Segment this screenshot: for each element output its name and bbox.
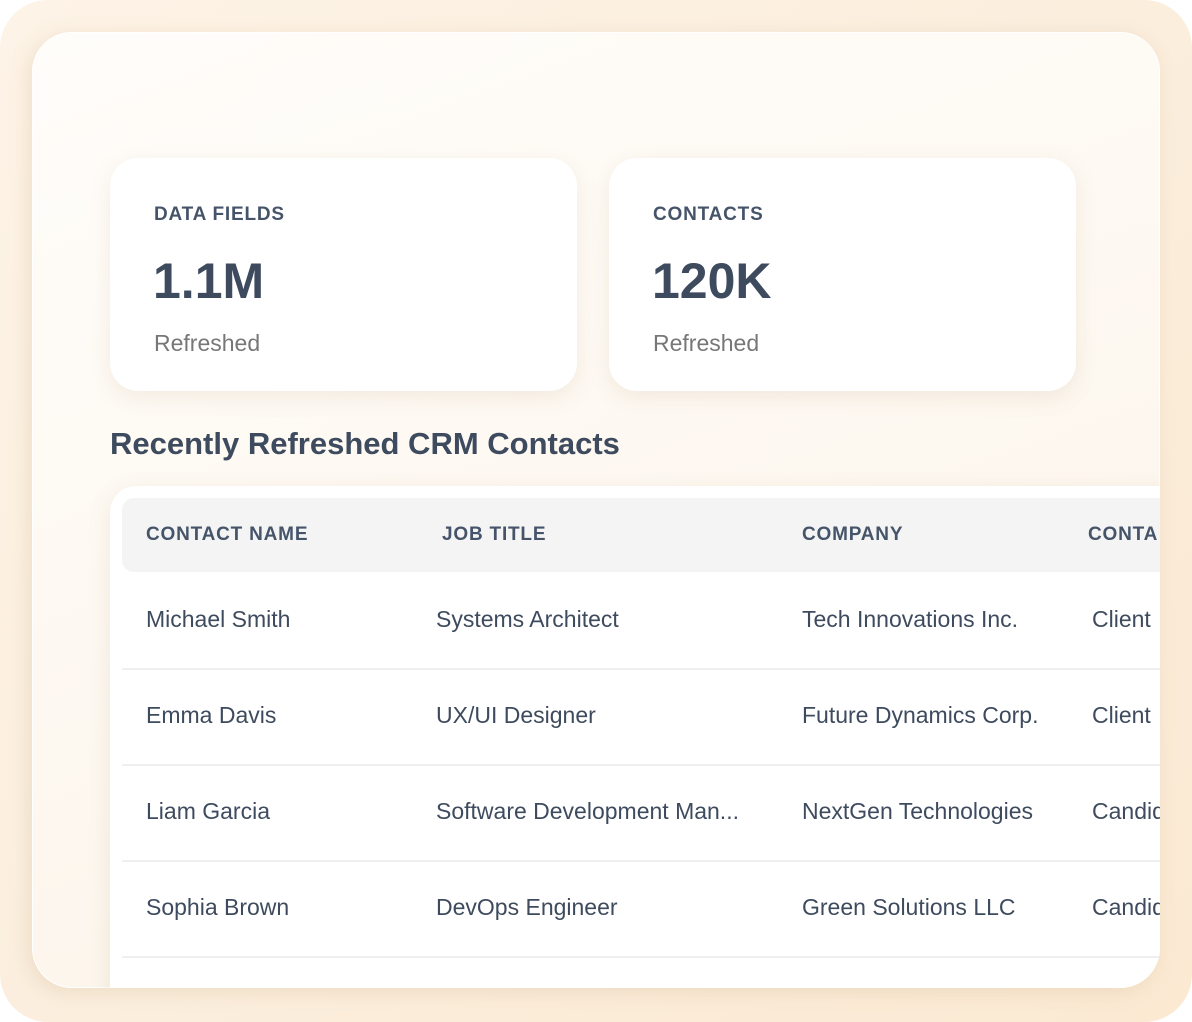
table-header: CONTACT NAME JOB TITLE COMPANY CONTA <box>122 498 1160 572</box>
table-cell: Future Dynamics Corp. <box>802 702 1039 728</box>
stat-label: CONTACTS <box>653 204 764 225</box>
panel: DATA FIELDS 1.1M Refreshed CONTACTS 120K… <box>32 32 1160 988</box>
stat-status: Refreshed <box>653 330 760 356</box>
column-header: COMPANY <box>802 524 904 545</box>
table-cell: Client <box>1092 702 1151 728</box>
stat-value: 1.1M <box>153 253 265 309</box>
table-row: Liam Garcia Software Development Man... Ne… <box>122 764 1160 862</box>
column-header: JOB TITLE <box>442 524 547 545</box>
table-cell: Candid <box>1092 894 1160 920</box>
table-cell: Client <box>1092 606 1151 632</box>
table-cell: Liam Garcia <box>146 798 270 824</box>
table-cell: DevOps Engineer <box>436 894 618 920</box>
column-header: CONTA <box>1088 524 1159 545</box>
table-cell: Tech Innovations Inc. <box>802 606 1019 632</box>
table-cell: Candid <box>1092 798 1160 824</box>
table-row: Michael Smith Systems Architect Tech Innov… <box>122 572 1160 670</box>
stat-card: DATA FIELDS 1.1M Refreshed <box>110 158 577 391</box>
contacts-table: CONTACT NAME JOB TITLE COMPANY CONTA Michae… <box>110 486 1160 988</box>
stat-value: 120K <box>652 253 772 309</box>
table-cell: Green Solutions LLC <box>802 894 1016 920</box>
table-row: Emma Davis UX/UI Designer Future Dynamics … <box>122 668 1160 766</box>
table-cell: Michael Smith <box>146 606 291 632</box>
table-row: Sophia Brown DevOps Engineer Green Solutio… <box>122 860 1160 958</box>
table-cell: Sophia Brown <box>146 894 290 920</box>
stat-card: CONTACTS 120K Refreshed <box>609 158 1076 391</box>
table-cell: Emma Davis <box>146 702 277 728</box>
table-cell: UX/UI Designer <box>436 702 596 728</box>
table-cell: Software Development Man... <box>436 798 739 824</box>
table-cell: Systems Architect <box>436 606 619 632</box>
table-cell: NextGen Technologies <box>802 798 1033 824</box>
stat-label: DATA FIELDS <box>154 204 285 225</box>
section-title: Recently Refreshed CRM Contacts <box>110 426 620 461</box>
column-header: CONTACT NAME <box>146 524 309 545</box>
stat-status: Refreshed <box>154 330 261 356</box>
